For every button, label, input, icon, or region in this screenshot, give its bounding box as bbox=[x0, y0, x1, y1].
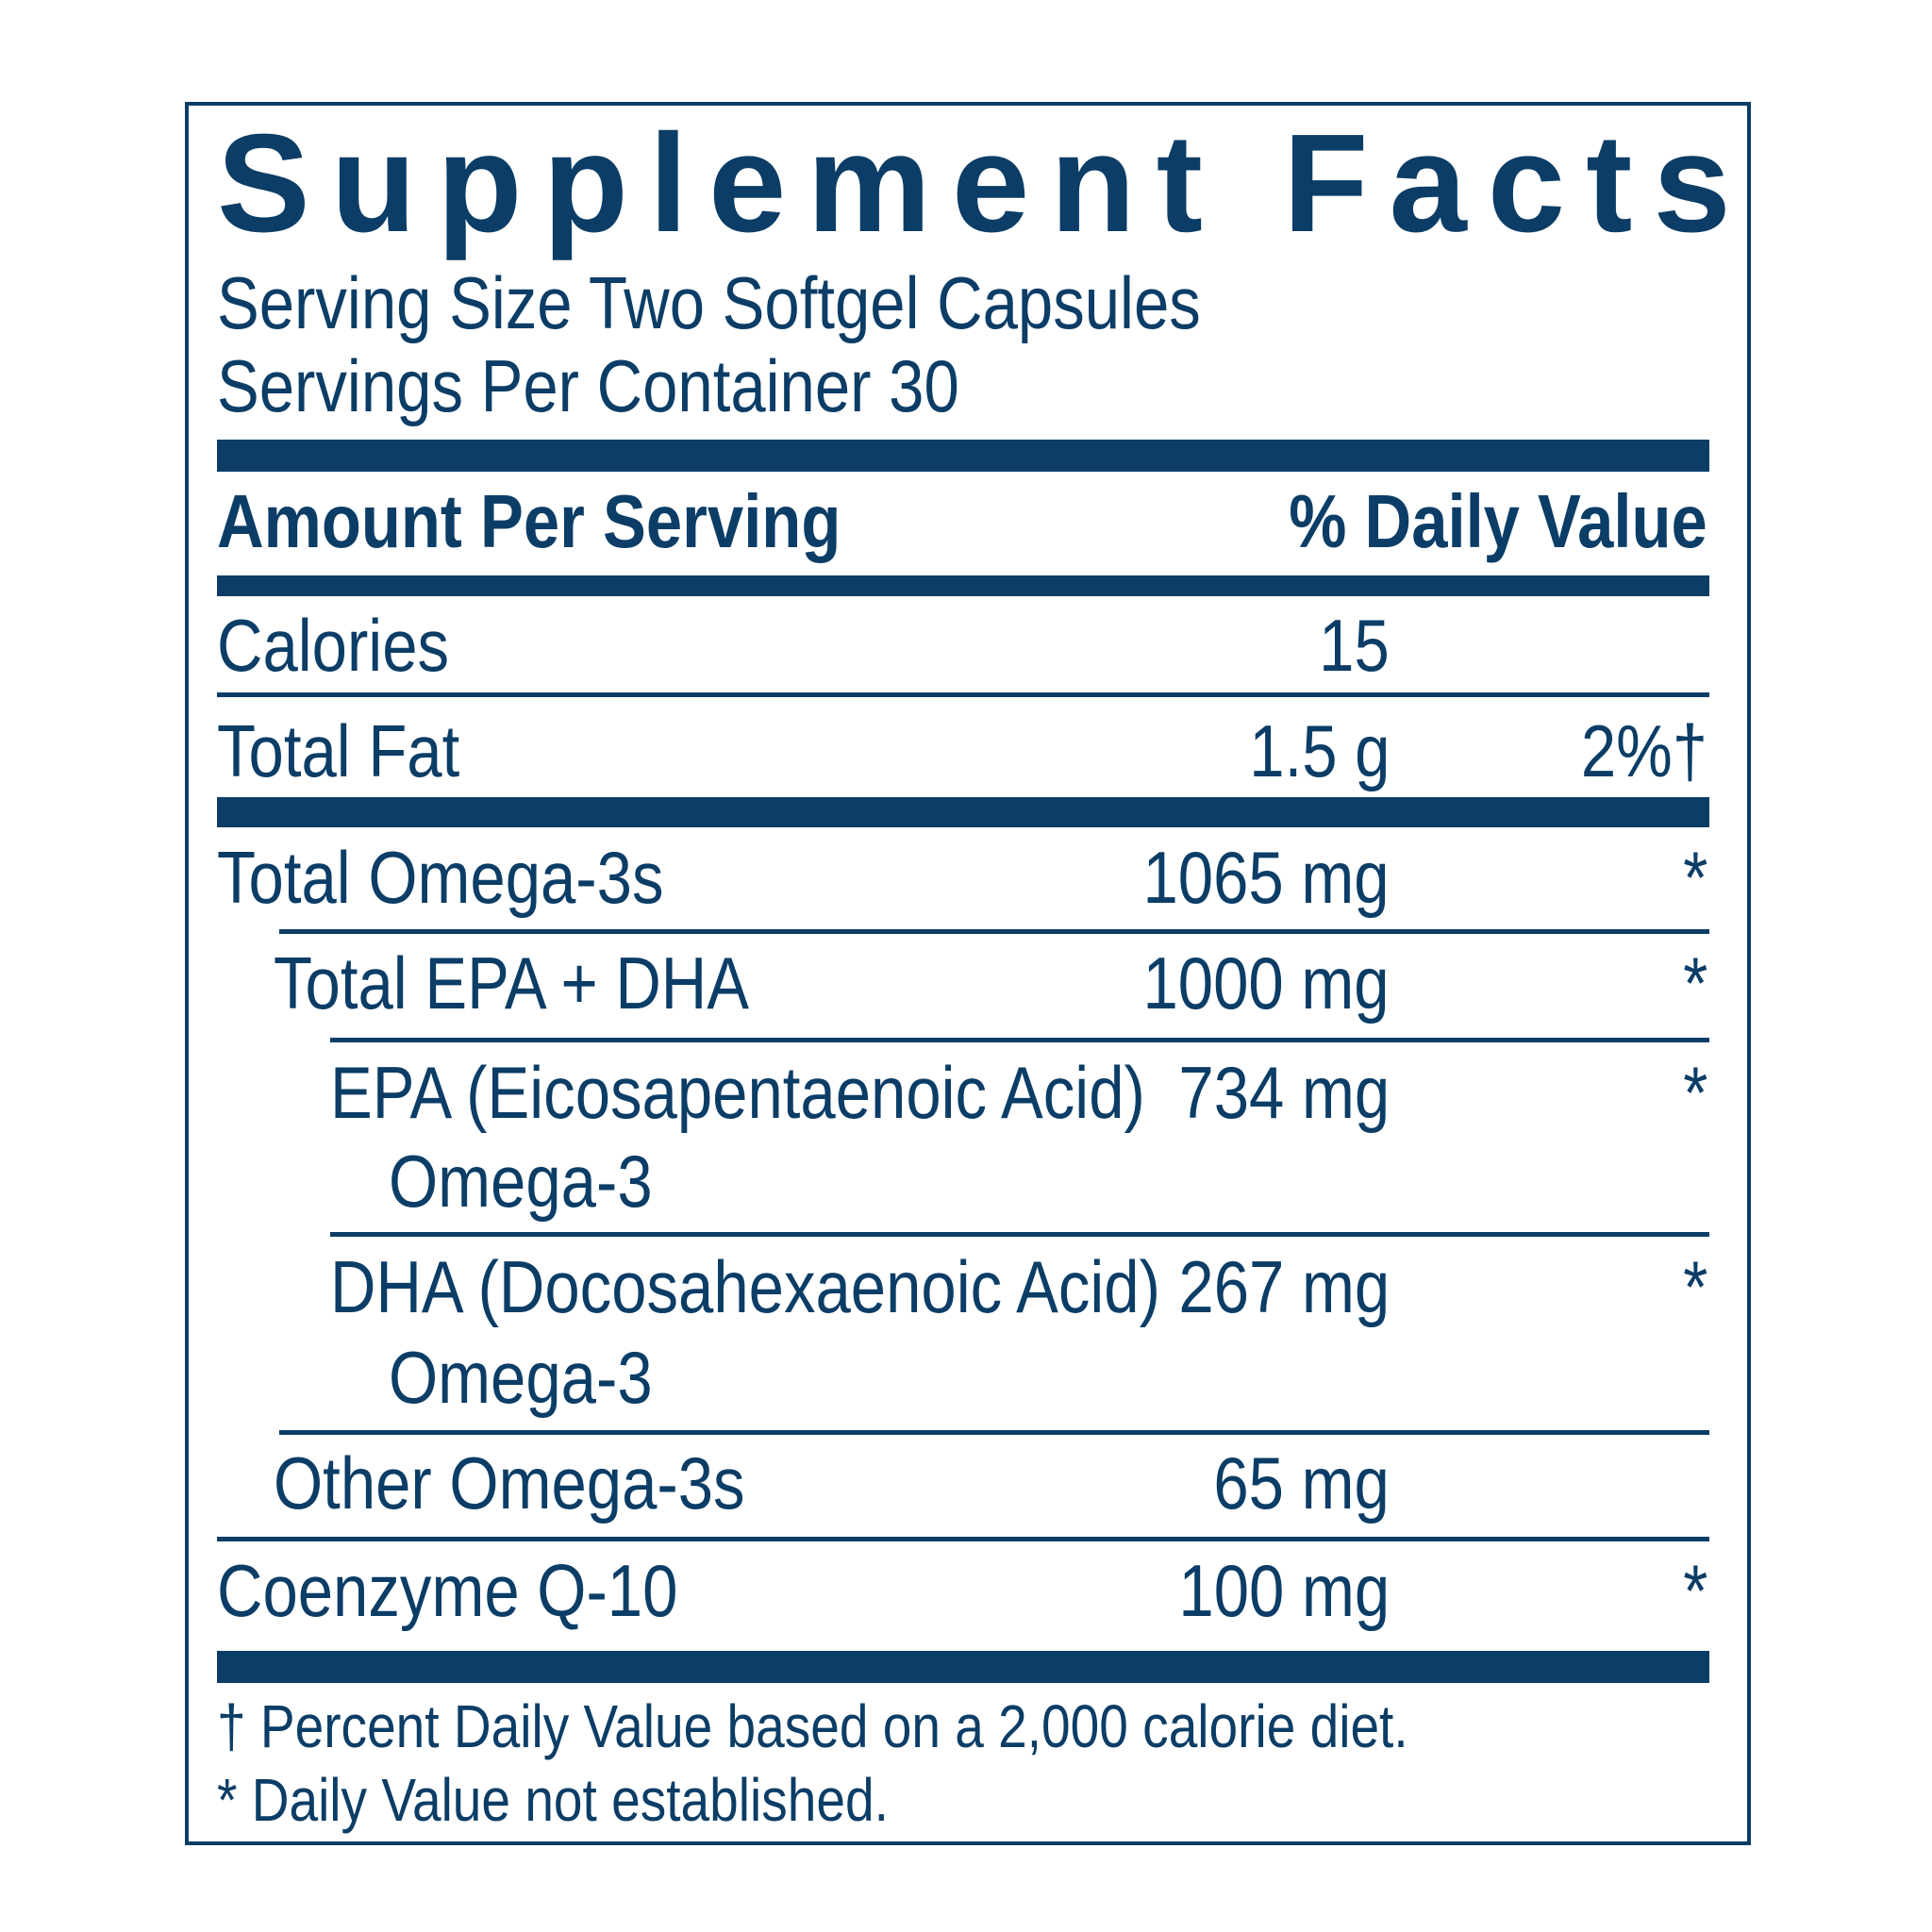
row-daily-value: 2%† bbox=[1580, 709, 1707, 792]
row-name: Total Omega-3s bbox=[217, 836, 664, 919]
row-divider bbox=[217, 1537, 1709, 1541]
thick-divider-middle bbox=[217, 797, 1709, 827]
row-divider bbox=[330, 1232, 1709, 1237]
row-divider bbox=[330, 1038, 1709, 1042]
row-daily-value: * bbox=[1682, 836, 1707, 919]
thick-divider-bottom bbox=[217, 1651, 1709, 1683]
row-amount: 100 mg bbox=[1178, 1549, 1390, 1632]
row-amount: 267 mg bbox=[1178, 1245, 1390, 1328]
footnote-daily-value-basis: † Percent Daily Value based on a 2,000 c… bbox=[217, 1692, 1408, 1760]
row-name: Other Omega-3s bbox=[274, 1441, 745, 1524]
row-amount: 1.5 g bbox=[1248, 709, 1390, 792]
row-daily-value: * bbox=[1682, 1549, 1707, 1632]
row-name: Total Fat bbox=[217, 709, 460, 792]
row-amount: 1000 mg bbox=[1142, 941, 1390, 1024]
row-divider bbox=[217, 692, 1709, 697]
footnote-not-established: * Daily Value not established. bbox=[217, 1766, 889, 1834]
row-daily-value: * bbox=[1682, 1051, 1707, 1134]
thick-divider-top bbox=[217, 440, 1709, 472]
serving-size: Serving Size Two Softgel Capsules bbox=[217, 261, 1201, 344]
row-divider bbox=[279, 1430, 1709, 1435]
row-daily-value: * bbox=[1682, 941, 1707, 1024]
row-name: EPA (Eicosapentaenoic Acid) bbox=[330, 1051, 1145, 1134]
row-name: Coenzyme Q-10 bbox=[217, 1549, 678, 1632]
row-daily-value: * bbox=[1682, 1245, 1707, 1328]
servings-per-container: Servings Per Container 30 bbox=[217, 344, 959, 427]
row-amount: 734 mg bbox=[1178, 1051, 1390, 1134]
row-name-continued: Omega-3 bbox=[389, 1140, 653, 1223]
row-name-continued: Omega-3 bbox=[389, 1336, 653, 1419]
row-name: Total EPA + DHA bbox=[274, 941, 749, 1024]
row-name: Calories bbox=[217, 604, 450, 687]
header-daily-value: % Daily Value bbox=[1289, 479, 1707, 563]
panel-title: Supplement Facts bbox=[217, 106, 1752, 261]
header-amount-per-serving: Amount Per Serving bbox=[217, 479, 841, 563]
row-amount: 15 bbox=[1319, 604, 1390, 687]
row-name: DHA (Docosahexaenoic Acid) bbox=[330, 1245, 1160, 1328]
medium-divider-header bbox=[217, 575, 1709, 596]
row-amount: 65 mg bbox=[1213, 1441, 1390, 1524]
supplement-facts-panel bbox=[185, 102, 1751, 1845]
row-amount: 1065 mg bbox=[1142, 836, 1390, 919]
row-divider bbox=[279, 929, 1709, 934]
